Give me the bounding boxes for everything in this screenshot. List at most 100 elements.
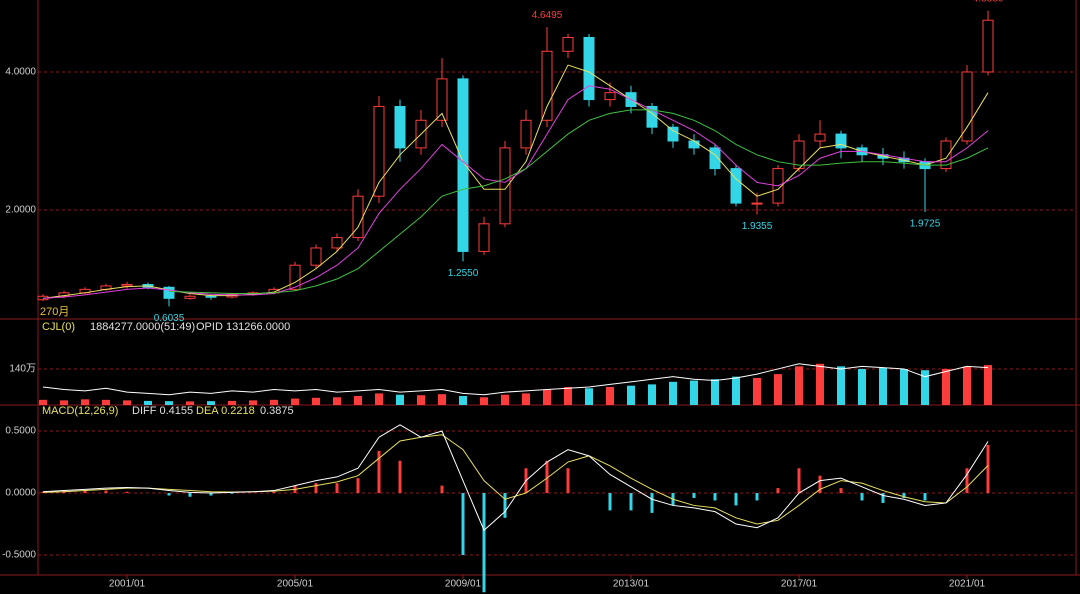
- volume-bar: [543, 389, 551, 405]
- macd-bar: [545, 460, 549, 494]
- y-tick-label: 0.0000: [5, 488, 36, 499]
- x-tick-label: 2013/01: [613, 579, 650, 590]
- high-label: 4.6495: [532, 10, 563, 21]
- candle-body: [730, 168, 742, 204]
- macd-bar: [692, 493, 696, 498]
- volume-bar: [816, 363, 824, 405]
- volume-bar: [564, 386, 572, 405]
- candle-body: [331, 237, 343, 249]
- macd-bar: [965, 468, 969, 494]
- diff-line: [42, 424, 989, 532]
- indicator-header: DEA 0.2218: [196, 405, 255, 417]
- candle-body: [436, 78, 448, 121]
- macd-bar: [986, 444, 990, 494]
- volume-bar: [690, 380, 698, 405]
- indicator-header: CJL(0): [42, 321, 75, 333]
- candle-body: [499, 147, 511, 225]
- volume-bar: [417, 395, 425, 405]
- macd-bar: [902, 493, 906, 498]
- candle-body: [982, 19, 994, 73]
- candle-body: [835, 133, 847, 149]
- volume-bar: [165, 401, 173, 405]
- volume-bar: [606, 386, 614, 405]
- indicator-header: 0.3875: [260, 405, 294, 417]
- y-tick-label: 2.0000: [5, 205, 36, 216]
- macd-bar: [356, 478, 360, 494]
- volume-bar: [102, 399, 110, 405]
- volume-bar: [312, 397, 320, 405]
- volume-bar: [438, 394, 446, 405]
- volume-bar: [144, 400, 152, 405]
- volume-bar: [522, 393, 530, 405]
- volume-bar: [81, 399, 89, 405]
- volume-bar: [396, 394, 404, 405]
- candle-body: [289, 264, 301, 290]
- volume-bar: [984, 365, 992, 405]
- candle-body: [751, 202, 763, 205]
- macd-bar: [104, 490, 108, 494]
- high-label: 4.8880: [973, 0, 1004, 4]
- macd-bar: [377, 450, 381, 494]
- candle-body: [604, 92, 616, 101]
- x-tick-label: 2009/01: [445, 579, 482, 590]
- macd-bar: [440, 485, 444, 494]
- indicator-header: OPID 131266.0000: [196, 321, 290, 333]
- macd-bar: [923, 493, 927, 501]
- volume-bar: [291, 398, 299, 405]
- volume-bar: [648, 384, 656, 405]
- macd-bar: [167, 493, 171, 496]
- volume-bar: [585, 388, 593, 405]
- candle-body: [163, 286, 175, 299]
- candle-body: [184, 295, 196, 299]
- opid-line: [42, 363, 989, 396]
- period-label: 270月: [40, 306, 69, 318]
- candle-body: [541, 50, 553, 121]
- macd-bar: [818, 475, 822, 494]
- candle-body: [478, 223, 490, 252]
- volume-bar: [921, 370, 929, 405]
- y-tick-label: 4.0000: [5, 67, 36, 78]
- indicator-header: MACD(12,26,9): [42, 405, 118, 417]
- macd-bar: [335, 483, 339, 494]
- candle-body: [646, 105, 658, 128]
- low-label: 1.9725: [910, 219, 941, 230]
- macd-bar: [776, 488, 780, 494]
- macd-bar: [272, 491, 276, 494]
- volume-bar: [60, 400, 68, 405]
- candle-body: [121, 284, 133, 287]
- volume-bar: [270, 399, 278, 405]
- macd-bar: [839, 488, 843, 494]
- volume-bar: [858, 368, 866, 405]
- low-label: 0.6035: [154, 313, 185, 324]
- x-tick-label: 2021/01: [949, 579, 986, 590]
- macd-bar: [608, 493, 612, 511]
- y-tick-label: -0.5000: [2, 550, 36, 561]
- candle-body: [205, 295, 217, 298]
- macd-bar: [209, 493, 213, 496]
- candle-body: [961, 71, 973, 142]
- candle-body: [562, 36, 574, 52]
- macd-bar: [503, 493, 507, 518]
- macd-bar: [860, 493, 864, 501]
- indicator-header: 1884277.0000(51:49): [90, 321, 195, 333]
- macd-bar: [125, 491, 129, 494]
- candle-body: [457, 78, 469, 252]
- volume-bar: [207, 401, 215, 405]
- moving-average-line: [168, 109, 989, 295]
- candle-body: [688, 140, 700, 149]
- macd-bar: [230, 493, 234, 494]
- volume-bar: [963, 366, 971, 405]
- macd-bar: [83, 490, 87, 494]
- volume-bar: [732, 376, 740, 405]
- candle-body: [394, 105, 406, 149]
- volume-bar: [669, 381, 677, 405]
- candle-body: [310, 247, 322, 266]
- macd-bar: [188, 493, 192, 497]
- y-tick-label: 0.5000: [5, 426, 36, 437]
- macd-bar: [881, 493, 885, 503]
- volume-bar: [186, 401, 194, 405]
- volume-bar: [228, 400, 236, 405]
- volume-bar: [795, 366, 803, 405]
